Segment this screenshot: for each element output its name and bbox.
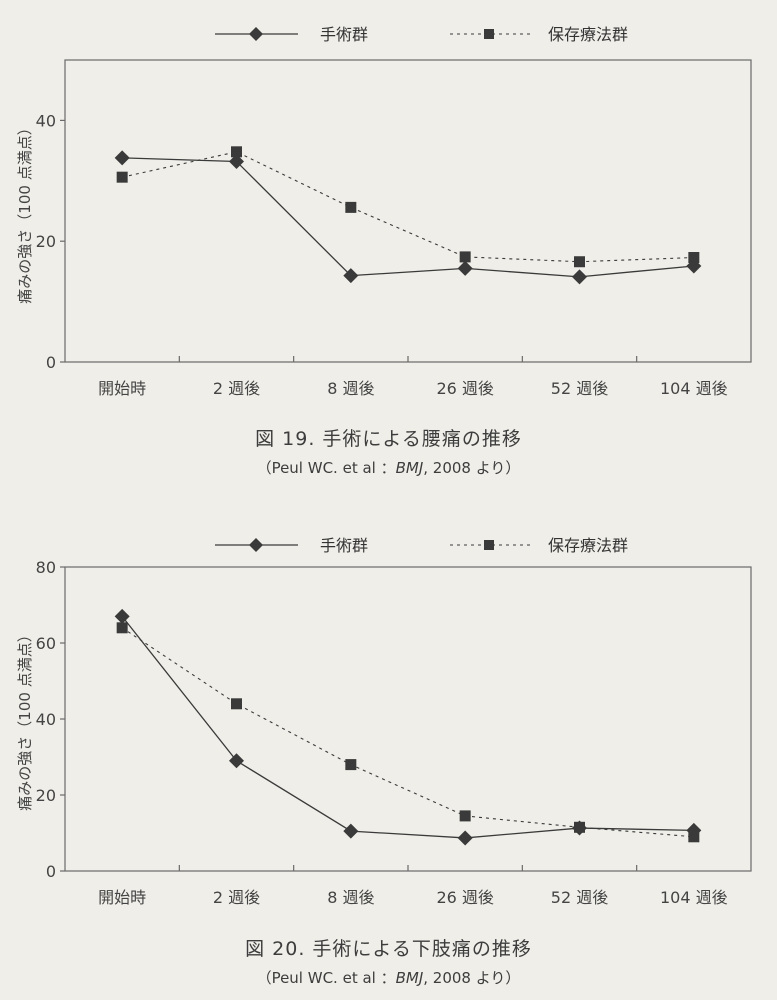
x-tick-label: 2 週後 <box>213 888 260 907</box>
surgery-point <box>343 268 359 284</box>
y-ticks: 0 20 40 <box>36 111 65 372</box>
conservative-point <box>459 251 471 263</box>
x-ticks: 開始時 2 週後 8 週後 26 週後 52 週後 104 週後 <box>98 356 728 398</box>
conservative-point <box>116 622 128 634</box>
y-tick-label: 40 <box>36 710 56 729</box>
figure-title: 図 20. 手術による下肢痛の推移 <box>245 938 532 960</box>
leg-pain-chart: 手術群 保存療法群 痛みの強さ（100 点満点） 0 20 40 60 80 開始時 2 … <box>16 536 752 907</box>
x-tick-label: 8 週後 <box>327 379 374 398</box>
back-pain-chart: 手術群 保存療法群 痛みの強さ（100 点満点） 0 20 40 開始時 2 週後 8 … <box>16 25 752 398</box>
legend-surgery-label: 手術群 <box>320 25 368 44</box>
series-markers <box>114 146 702 285</box>
surgery-point <box>114 150 130 166</box>
source-prefix: （Peul WC. et al ： <box>256 459 396 477</box>
x-tick-label: 8 週後 <box>327 888 374 907</box>
y-tick-label: 20 <box>36 232 56 251</box>
y-tick-label: 0 <box>46 862 56 881</box>
figure-19-caption: 図 19. 手術による腰痛の推移 （Peul WC. et al ：BMJ, 2… <box>0 424 777 478</box>
y-tick-label: 0 <box>46 353 56 372</box>
source-journal: BMJ <box>395 459 424 477</box>
conservative-point <box>688 252 700 264</box>
x-tick-label: 開始時 <box>98 379 146 398</box>
surgery-point <box>343 823 359 839</box>
conservative-point <box>116 171 128 183</box>
x-tick-label: 104 週後 <box>660 888 728 907</box>
source-suffix: , 2008 より） <box>423 459 521 477</box>
conservative-point <box>345 759 357 771</box>
plot-frame <box>64 566 752 872</box>
figure-20-caption: 図 20. 手術による下肢痛の推移 （Peul WC. et al ：BMJ, … <box>0 934 777 988</box>
legend: 手術群 保存療法群 <box>215 25 628 44</box>
y-tick-label: 60 <box>36 634 56 653</box>
conservative-series-line <box>122 151 694 263</box>
surgery-point <box>457 260 473 276</box>
conservative-point <box>574 256 585 268</box>
x-tick-label: 52 週後 <box>551 379 608 398</box>
legend-conservative-label: 保存療法群 <box>548 536 628 555</box>
series-markers <box>114 608 702 846</box>
legend-conservative-marker <box>484 29 494 39</box>
y-tick-label: 80 <box>36 558 56 577</box>
y-axis-label: 痛みの強さ（100 点満点） <box>16 120 34 303</box>
y-tick-label: 20 <box>36 786 56 805</box>
conservative-point <box>345 201 357 213</box>
legend-surgery-label: 手術群 <box>320 536 368 555</box>
x-tick-label: 2 週後 <box>213 379 260 398</box>
surgery-point <box>572 269 587 285</box>
plot-frame <box>64 59 752 363</box>
surgery-point <box>229 153 244 169</box>
x-tick-label: 26 週後 <box>436 888 493 907</box>
series-lines <box>121 615 694 839</box>
figure-title: 図 19. 手術による腰痛の推移 <box>255 428 522 450</box>
conservative-series-line <box>121 627 694 838</box>
conservative-point <box>459 810 471 822</box>
x-tick-label: 開始時 <box>98 888 146 907</box>
figure-source: （Peul WC. et al ：BMJ, 2008 より） <box>0 457 777 478</box>
x-tick-label: 52 週後 <box>551 888 608 907</box>
surgery-point <box>457 830 473 846</box>
conservative-point <box>574 821 585 833</box>
y-ticks: 0 20 40 60 80 <box>36 558 65 881</box>
x-tick-label: 104 週後 <box>660 379 728 398</box>
conservative-point <box>688 831 700 843</box>
legend: 手術群 保存療法群 <box>215 536 628 555</box>
surgery-series-line <box>122 157 694 278</box>
legend-conservative-marker <box>484 540 494 550</box>
figure-source: （Peul WC. et al ：BMJ, 2008 より） <box>0 967 777 988</box>
conservative-point <box>231 698 242 710</box>
legend-surgery-marker <box>249 27 263 41</box>
series-lines <box>122 151 694 278</box>
conservative-point <box>231 146 242 158</box>
y-tick-label: 40 <box>36 111 56 130</box>
surgery-point <box>229 753 244 769</box>
legend-surgery-marker <box>249 538 263 552</box>
legend-conservative-label: 保存療法群 <box>548 25 628 44</box>
surgery-series-line <box>121 615 694 839</box>
source-suffix: , 2008 より） <box>423 969 521 987</box>
source-journal: BMJ <box>395 969 424 987</box>
x-ticks: 開始時 2 週後 8 週後 26 週後 52 週後 104 週後 <box>98 865 728 907</box>
y-axis-label: 痛みの強さ（100 点満点） <box>16 627 34 810</box>
surgery-point <box>114 608 130 624</box>
source-prefix: （Peul WC. et al ： <box>256 969 396 987</box>
x-tick-label: 26 週後 <box>436 379 493 398</box>
